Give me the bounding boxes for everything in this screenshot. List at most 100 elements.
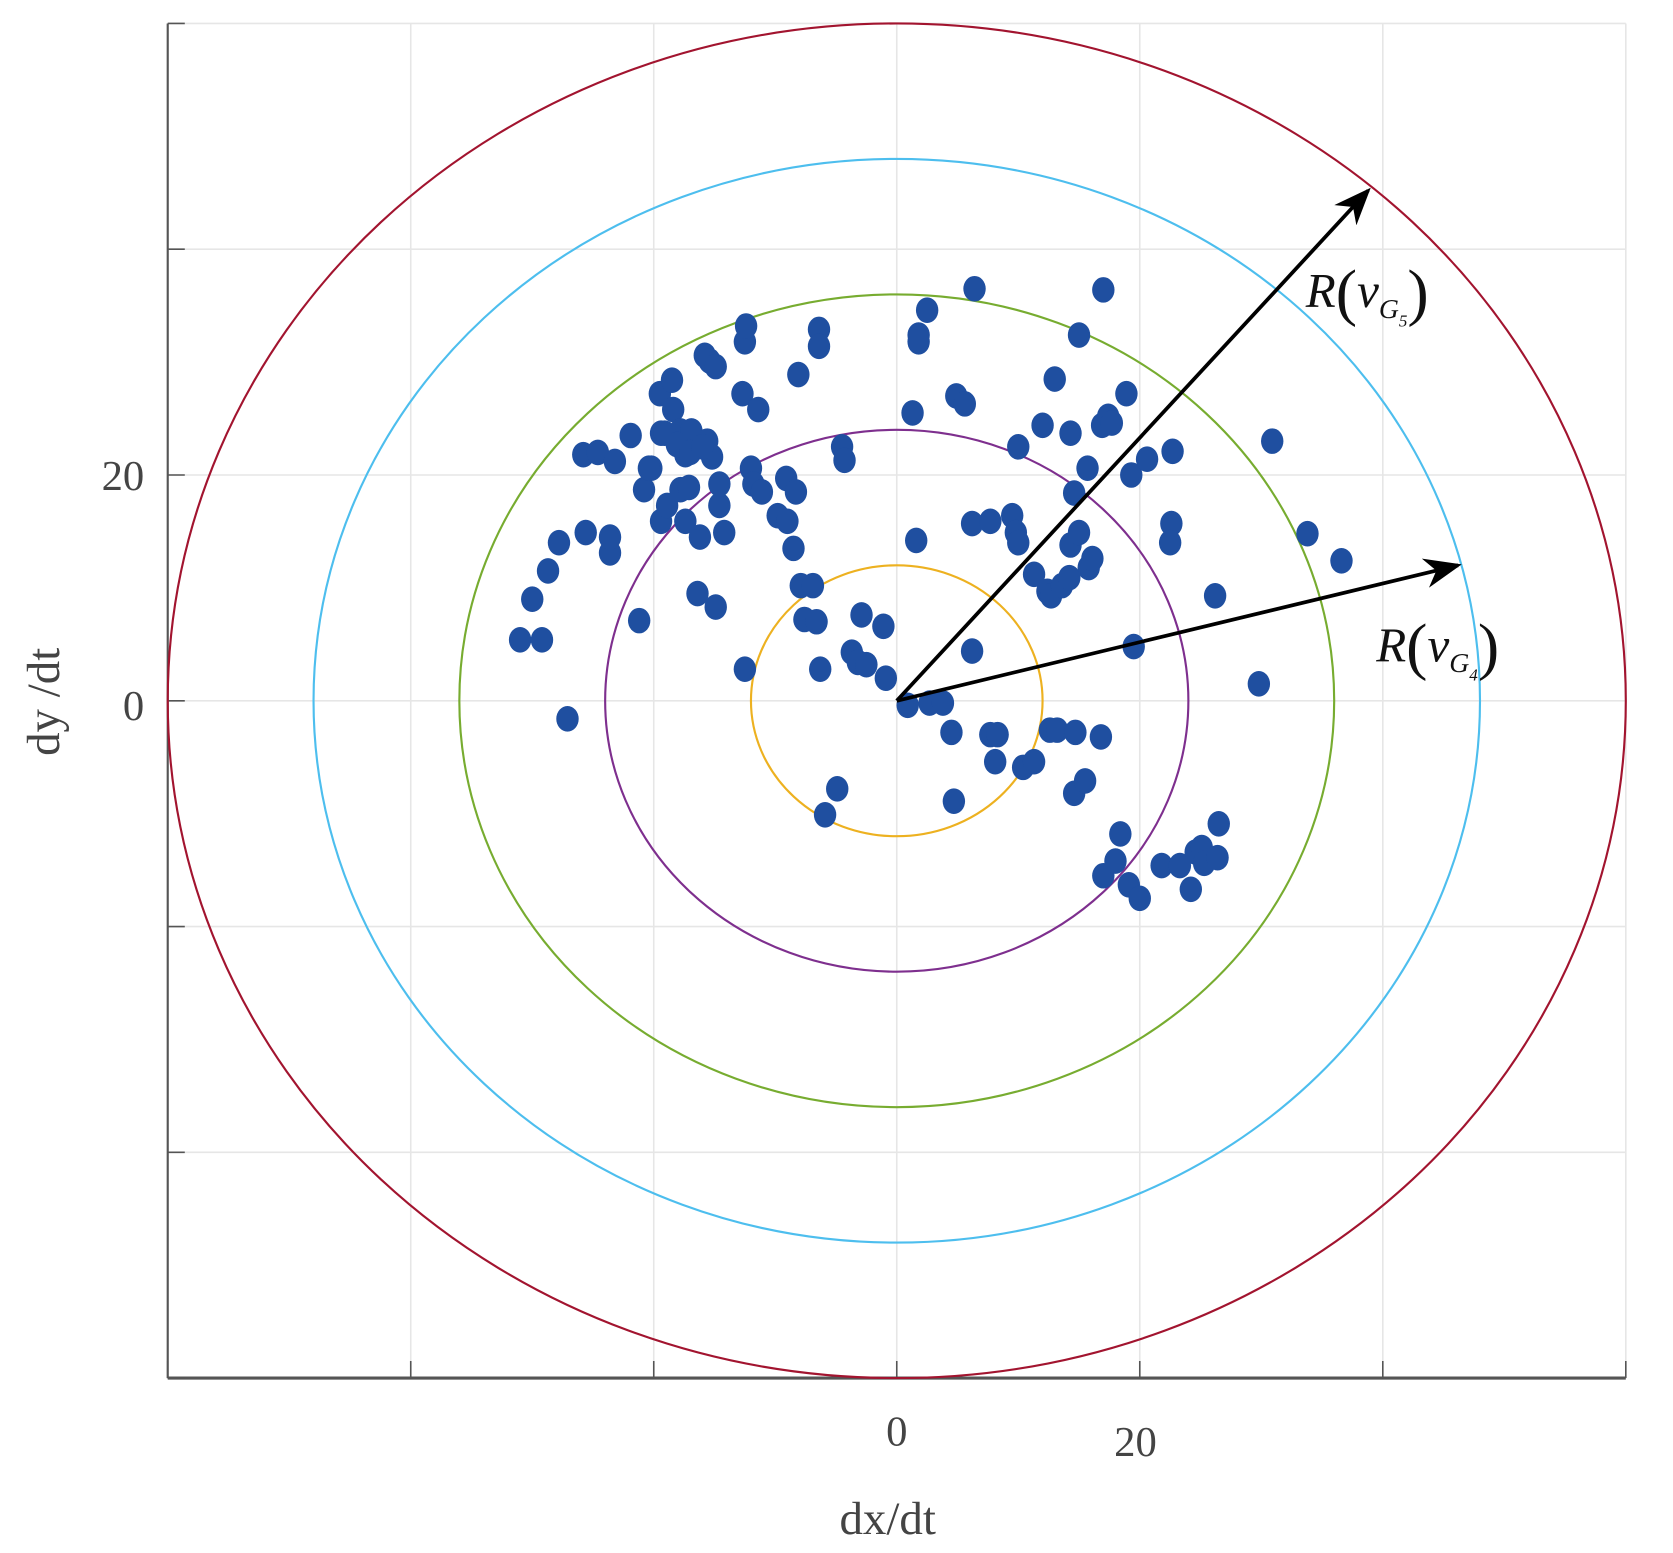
data-point [855, 651, 878, 678]
data-point [931, 690, 955, 716]
data-point [1261, 428, 1284, 454]
data-point [1064, 719, 1087, 746]
svg-text:R(vG5): R(vG5) [1305, 257, 1429, 331]
y-tick-label-20: 20 [102, 453, 145, 500]
data-point [691, 433, 714, 460]
range-circle-r48 [312, 157, 1482, 1244]
data-point [979, 508, 1002, 535]
data-point [1081, 545, 1104, 572]
data-point [1150, 852, 1173, 879]
data-point [536, 558, 560, 584]
data-point [805, 608, 828, 635]
data-point [1115, 380, 1138, 407]
data-point [986, 721, 1009, 748]
data-point [901, 400, 924, 426]
range-circle-r36 [458, 293, 1336, 1109]
svg-text:R(vG4): R(vG4) [1375, 611, 1499, 685]
data-point [574, 519, 597, 546]
range-circle-r60 [166, 22, 1627, 1380]
data-point [960, 510, 984, 537]
data-point [1073, 768, 1097, 794]
data-point [850, 602, 873, 628]
data-point [1067, 519, 1091, 546]
x-tick-label-0: 0 [886, 1408, 907, 1455]
data-point [1059, 420, 1082, 447]
data-point [556, 706, 579, 732]
grid [166, 22, 1627, 1379]
x-axis-label: dx/dt [839, 1493, 935, 1545]
data-point [1076, 455, 1099, 482]
data-point [1161, 438, 1184, 465]
data-point [1247, 671, 1271, 697]
data-point [776, 508, 799, 535]
label-sub: G [1379, 293, 1399, 324]
data-point [1043, 366, 1066, 392]
data-point [521, 586, 544, 612]
data-point [598, 524, 622, 550]
data-point [1067, 322, 1091, 348]
data-point [1092, 277, 1115, 303]
data-point [1007, 529, 1030, 556]
annotation-label-g5: R(vG5) [1305, 257, 1429, 331]
data-point [960, 638, 984, 664]
data-point [677, 474, 701, 501]
data-point [688, 524, 712, 550]
label-r: R [1375, 617, 1406, 672]
data-point [747, 396, 770, 423]
range-circle-r12 [749, 564, 1044, 838]
data-point [907, 328, 930, 355]
data-point [704, 594, 727, 620]
data-point [1022, 748, 1046, 775]
data-point [942, 788, 966, 815]
data-point [1100, 410, 1124, 436]
data-point [905, 527, 928, 554]
data-point [713, 519, 736, 546]
data-point [1045, 717, 1069, 743]
data-point [1031, 412, 1054, 439]
data-point [508, 627, 532, 653]
data-point [660, 367, 684, 393]
data-point [1007, 433, 1030, 460]
tick-labels: 0 20 20 0 [102, 453, 1157, 1466]
data-point [940, 719, 963, 746]
annotation-arrows [895, 187, 1462, 703]
data-point [1128, 885, 1151, 912]
data-point [603, 448, 627, 475]
data-point [801, 572, 825, 599]
data-point [547, 529, 571, 556]
data-points [508, 275, 1353, 912]
data-point [1179, 876, 1203, 903]
annotation-label-g4: R(vG4) [1375, 611, 1499, 685]
data-point [1296, 520, 1319, 547]
data-point [1058, 564, 1081, 591]
y-axis-label: dy /dt [18, 648, 70, 756]
data-point [1089, 724, 1113, 750]
data-point [787, 361, 810, 388]
data-point [1022, 561, 1046, 588]
data-point [784, 479, 808, 505]
data-point [813, 801, 837, 828]
label-sub: G [1449, 647, 1469, 678]
data-point [655, 492, 679, 519]
data-point [734, 313, 758, 339]
data-point [874, 665, 898, 691]
data-point [731, 380, 754, 407]
data-point [627, 607, 651, 634]
x-tick-label-20: 20 [1114, 1419, 1157, 1466]
data-point [661, 396, 685, 423]
data-point [1104, 848, 1127, 874]
y-tick-label-0: 0 [123, 683, 144, 730]
data-point [826, 776, 849, 802]
data-point [983, 748, 1007, 775]
data-point [872, 613, 895, 640]
data-point [632, 476, 656, 503]
data-point [1158, 529, 1182, 556]
data-point [1206, 844, 1229, 871]
data-point [1160, 510, 1183, 537]
range-circle-r24 [604, 428, 1190, 973]
data-point [1330, 547, 1353, 574]
label-subsub: 5 [1399, 311, 1408, 330]
data-point [530, 627, 554, 653]
radius-arrow-1 [896, 558, 1462, 703]
